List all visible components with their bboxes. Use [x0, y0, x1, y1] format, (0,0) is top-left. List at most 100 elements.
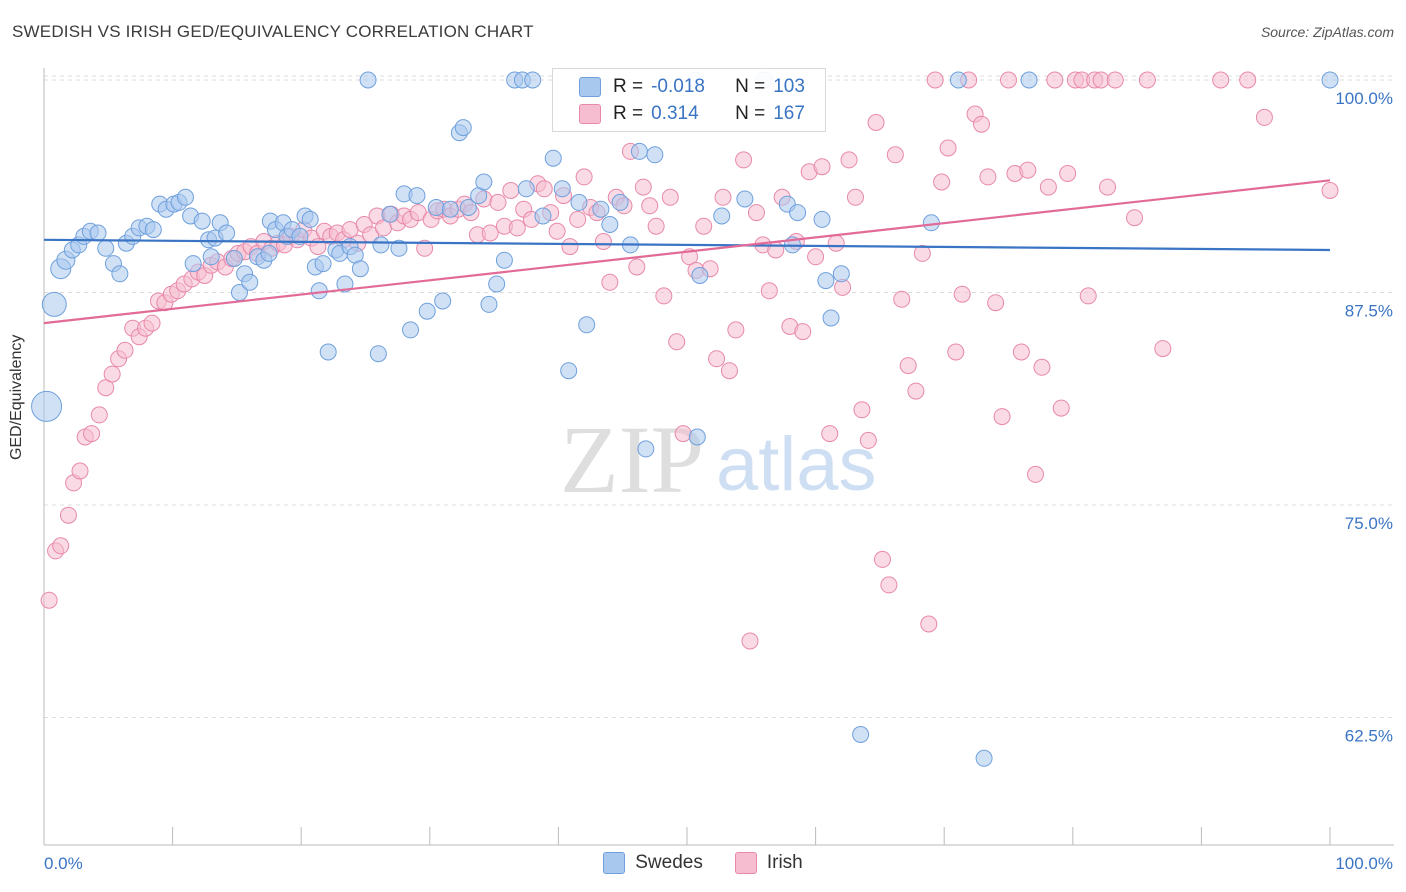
swedes-point — [402, 321, 420, 339]
swedes-point — [218, 224, 236, 242]
irish-point — [714, 188, 732, 206]
swedes-point — [319, 343, 337, 361]
irish-point — [853, 401, 871, 419]
irish-point — [83, 425, 101, 443]
swedes-point — [517, 180, 535, 198]
irish-point — [668, 333, 686, 351]
swedes-point — [488, 275, 506, 293]
swedes-point — [390, 239, 408, 257]
irish-point — [807, 248, 825, 266]
irish-point — [987, 294, 1005, 312]
swedes-point — [630, 142, 648, 160]
grid — [44, 75, 1394, 718]
swedes-point — [144, 221, 162, 239]
irish-point — [489, 193, 507, 211]
swedes-point — [611, 193, 629, 211]
irish-point — [103, 365, 121, 383]
irish-point — [840, 151, 858, 169]
swedes-point — [822, 309, 840, 327]
swedes-point — [922, 214, 940, 232]
swedes-point — [31, 390, 63, 422]
swedes-point — [225, 250, 243, 267]
swedes-point — [637, 440, 655, 458]
watermark-atlas: atlas — [716, 422, 877, 507]
swedes-point — [852, 726, 870, 743]
swedes-point — [336, 275, 354, 293]
swedes-point — [592, 200, 610, 218]
irish-point — [1138, 71, 1156, 89]
swedes-point — [578, 316, 596, 334]
swedes-point — [817, 272, 835, 290]
irish-point — [1212, 71, 1230, 89]
swedes-point — [291, 227, 309, 245]
swedes-point — [351, 260, 369, 278]
legend-label-irish: Irish — [766, 852, 803, 873]
irish-point — [1092, 71, 1110, 89]
irish-trend-line — [43, 179, 1331, 325]
irish-point — [575, 168, 593, 186]
irish-point — [873, 550, 891, 568]
swedes-point — [691, 267, 709, 284]
source-label: Source: ZipAtlas.com — [1260, 24, 1394, 40]
irish-point — [1019, 161, 1037, 179]
irish-point — [661, 188, 679, 206]
swedes-point — [301, 210, 319, 228]
swedes-point — [89, 224, 107, 242]
swedes-point — [480, 295, 498, 313]
swedes-point — [975, 749, 993, 767]
swedes-point — [813, 210, 831, 228]
swedes-point — [736, 190, 754, 208]
irish-point — [1046, 71, 1064, 89]
irish-point — [727, 321, 745, 339]
n-value: 167 — [773, 103, 805, 124]
swedes-point — [441, 200, 459, 218]
irish-point — [628, 258, 646, 276]
irish-point — [601, 273, 619, 291]
swedes-trend-line — [43, 238, 1331, 252]
irish-point — [97, 379, 115, 397]
irish-point — [913, 244, 931, 262]
irish-point — [647, 217, 665, 235]
swedes-point — [459, 199, 477, 216]
swedes-swatch — [579, 77, 601, 97]
chart-title: SWEDISH VS IRISH GED/EQUIVALENCY CORRELA… — [12, 22, 534, 41]
irish-point — [561, 238, 579, 256]
irish-point — [1321, 182, 1339, 199]
irish-point — [1255, 108, 1273, 126]
irish-point — [794, 323, 812, 341]
swedes-point — [534, 207, 552, 225]
irish-point — [594, 233, 612, 250]
y-tick-label: 75.0% — [1345, 514, 1393, 533]
irish-point — [1027, 465, 1045, 483]
irish-point — [767, 241, 785, 259]
irish-point — [116, 341, 134, 359]
r-label: R = — [613, 76, 644, 97]
irish-point — [90, 406, 108, 424]
irish-point — [1126, 209, 1144, 227]
irish-point — [933, 173, 951, 191]
swedes-point — [553, 180, 571, 198]
swedes-legend-swatch — [603, 852, 626, 874]
watermark-zip: ZIP — [560, 406, 704, 513]
irish-point — [1079, 287, 1097, 305]
legend-item-swedes: Swedes — [603, 852, 703, 874]
irish-point — [926, 71, 944, 89]
irish-point — [634, 178, 652, 196]
swedes-point — [646, 146, 664, 164]
swedes-point — [454, 119, 472, 137]
legend-label-swedes: Swedes — [635, 852, 703, 873]
data-points — [31, 71, 1339, 767]
irish-point — [143, 314, 161, 332]
swedes-point — [418, 302, 436, 320]
y-tick-label: 62.5% — [1345, 727, 1393, 746]
irish-point — [569, 210, 587, 228]
irish-point — [939, 139, 957, 157]
irish-point — [59, 506, 77, 524]
swedes-point — [1321, 71, 1339, 89]
swedes-point — [713, 207, 731, 225]
irish-point — [71, 462, 89, 480]
irish-point — [953, 285, 971, 303]
trend-lines — [43, 179, 1331, 325]
stats-row-irish: R = 0.314 N = 167 — [579, 102, 805, 126]
